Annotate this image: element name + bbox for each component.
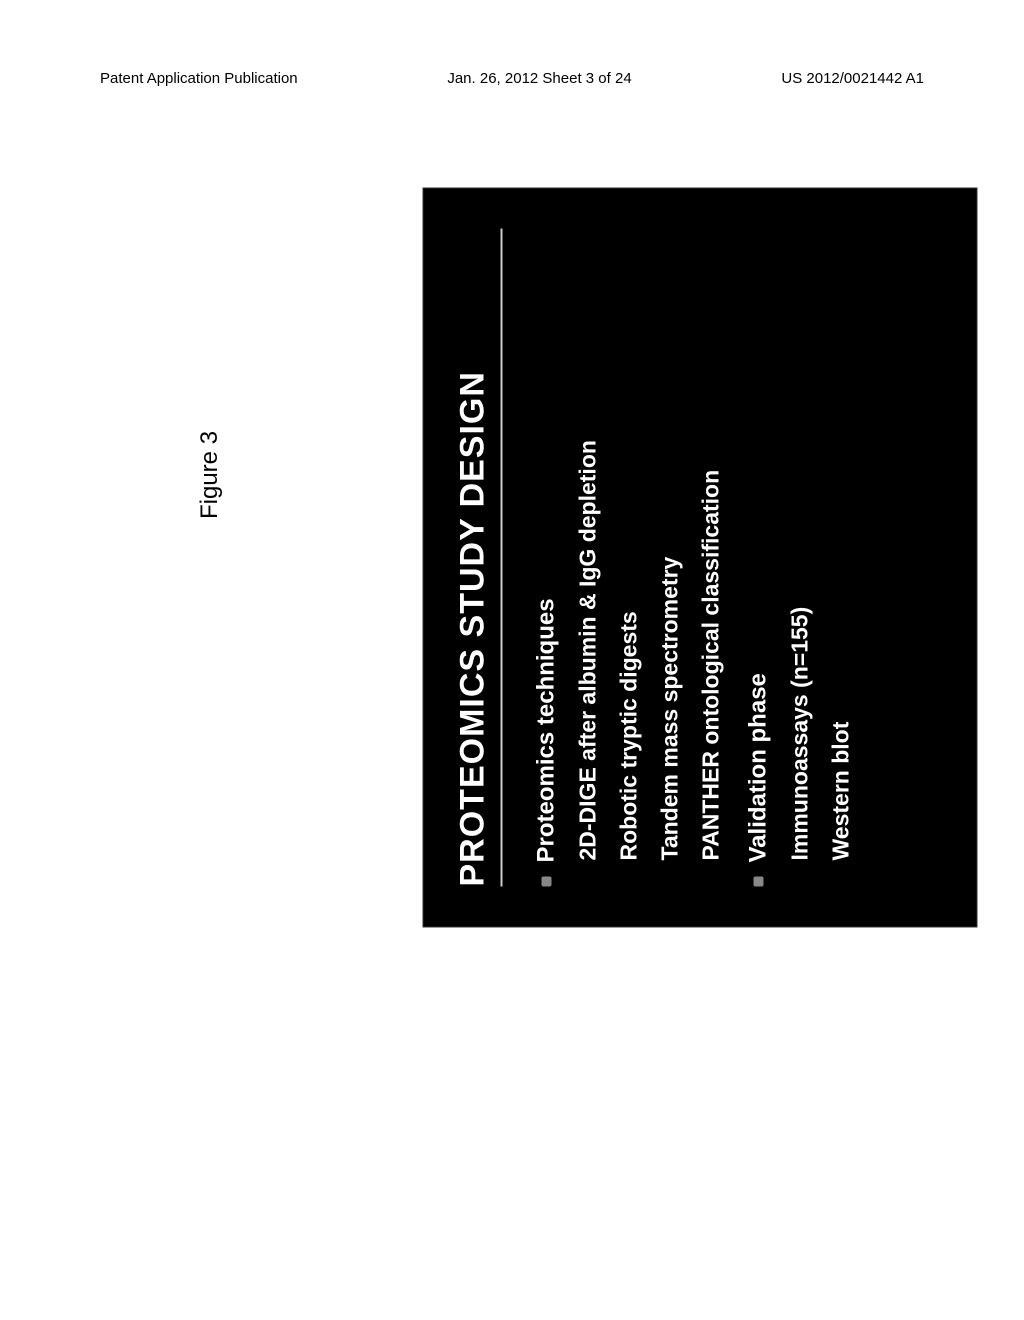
figure-caption: Figure 3 xyxy=(196,431,224,519)
bullet-icon xyxy=(754,877,764,887)
title-underline xyxy=(501,229,503,887)
section-heading-2-label: Validation phase xyxy=(745,673,773,862)
slide-wrapper: PROTEOMICS STUDY DESIGN Proteomics techn… xyxy=(423,188,978,928)
header-publication: Patent Application Publication xyxy=(100,70,298,87)
sub-item: Western blot xyxy=(826,229,857,861)
slide-title: PROTEOMICS STUDY DESIGN xyxy=(454,229,493,887)
section-heading-1-label: Proteomics techniques xyxy=(533,598,561,862)
section-heading-2: Validation phase xyxy=(745,229,773,887)
sub-item: PANTHER ontological classification xyxy=(696,229,727,861)
sub-item: Tandem mass spectrometry xyxy=(655,229,686,861)
sub-item: Immunoassays (n=155) xyxy=(785,229,816,861)
slide: PROTEOMICS STUDY DESIGN Proteomics techn… xyxy=(423,188,978,928)
sub-item: Robotic tryptic digests xyxy=(614,229,645,861)
sub-item: 2D-DIGE after albumin & IgG depletion xyxy=(573,229,604,861)
bullet-icon xyxy=(542,877,552,887)
section-heading-1: Proteomics techniques xyxy=(533,229,561,887)
header-patent-number: US 2012/0021442 A1 xyxy=(781,70,924,87)
page-header: Patent Application Publication Jan. 26, … xyxy=(0,70,1024,87)
header-date-sheet: Jan. 26, 2012 Sheet 3 of 24 xyxy=(447,70,631,87)
